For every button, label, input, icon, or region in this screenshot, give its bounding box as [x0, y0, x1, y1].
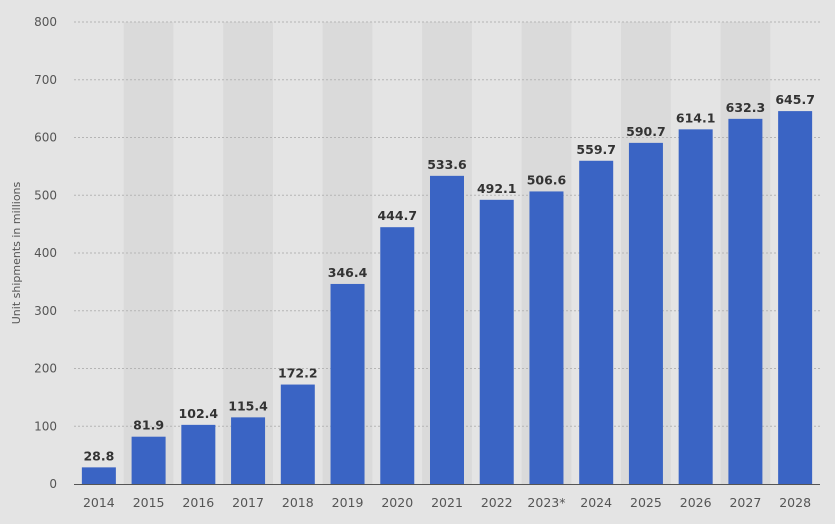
column-band	[123, 22, 174, 484]
bar	[430, 175, 464, 484]
y-tick-label: 0	[49, 477, 57, 491]
bar	[280, 384, 315, 484]
x-tick-label: 2016	[182, 495, 214, 510]
value-label: 533.6	[427, 157, 467, 172]
x-tick-label: 2017	[232, 495, 264, 510]
bars	[81, 111, 813, 485]
x-tick-label: 2027	[729, 495, 761, 510]
bar	[678, 129, 713, 485]
value-label: 81.9	[133, 418, 164, 433]
x-tick-label: 2019	[332, 495, 364, 510]
x-tick-label: 2028	[779, 495, 811, 510]
y-tick-label: 700	[34, 73, 57, 87]
value-label: 102.4	[179, 406, 219, 421]
y-tick-label: 800	[34, 15, 57, 29]
y-axis-ticks: 0 100 200 300 400 500 600 700 800	[34, 15, 57, 491]
x-tick-label: 2023*	[527, 495, 565, 510]
value-label: 172.2	[278, 366, 318, 381]
y-tick-label: 400	[34, 246, 57, 260]
bar	[181, 424, 216, 484]
y-tick-label: 200	[34, 362, 57, 376]
x-tick-label: 2024	[580, 495, 612, 510]
x-tick-label: 2020	[381, 495, 413, 510]
x-tick-label: 2026	[680, 495, 712, 510]
x-axis-ticks: 2014 2015 2016 2017 2018 2019 2020 2021 2022 2023…	[83, 495, 811, 510]
value-label: 444.7	[377, 208, 417, 223]
bar	[579, 160, 614, 484]
bar	[628, 142, 663, 485]
x-tick-label: 2022	[481, 495, 513, 510]
y-tick-label: 100	[34, 419, 57, 433]
bar	[529, 191, 564, 484]
y-tick-label: 500	[34, 188, 57, 202]
value-label: 614.1	[676, 110, 716, 125]
x-tick-label: 2015	[133, 495, 165, 510]
value-label: 506.6	[527, 172, 567, 187]
y-tick-label: 600	[34, 131, 57, 145]
x-tick-label: 2025	[630, 495, 662, 510]
x-tick-label: 2014	[83, 495, 115, 510]
value-label: 492.1	[477, 181, 517, 196]
value-label: 559.7	[576, 142, 616, 157]
bar	[380, 227, 415, 485]
bar	[479, 199, 514, 484]
y-axis-label: Unit shipments in millions	[10, 181, 23, 324]
value-label: 28.8	[83, 448, 114, 463]
value-label: 346.4	[328, 265, 368, 280]
value-label: 115.4	[228, 398, 268, 413]
x-tick-label: 2021	[431, 495, 463, 510]
value-label: 645.7	[775, 92, 815, 107]
bar	[330, 283, 365, 484]
bar	[131, 436, 166, 484]
y-tick-label: 300	[34, 304, 57, 318]
value-labels: 28.8 81.9 102.4 115.4 172.2 346.4 444.7 533.6 49…	[83, 92, 814, 463]
x-tick-label: 2018	[282, 495, 314, 510]
value-label: 590.7	[626, 124, 666, 139]
bar	[81, 467, 116, 484]
value-label: 632.3	[726, 100, 766, 115]
bar	[231, 417, 266, 484]
bar	[728, 118, 763, 485]
bar	[778, 111, 813, 485]
